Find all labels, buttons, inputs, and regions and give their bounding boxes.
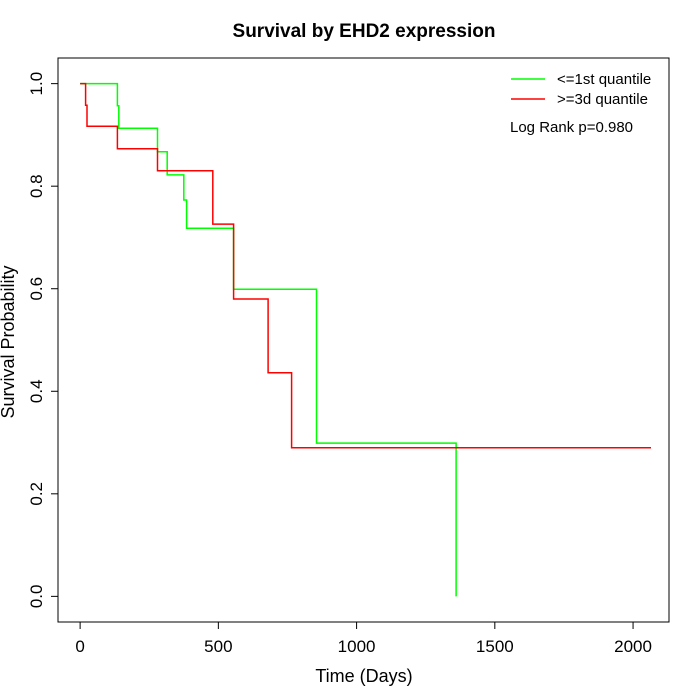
y-tick-label: 0.8 [27, 174, 46, 198]
y-tick-label: 0.0 [27, 585, 46, 609]
x-axis: 0 500 1000 1500 2000 [75, 621, 652, 656]
series-line-1 [80, 82, 457, 597]
legend: <=1st quantile >=3d quantile [511, 71, 651, 108]
legend-label: <=1st quantile [557, 71, 651, 88]
x-tick-label: 0 [75, 637, 84, 656]
y-tick-label: 0.6 [27, 277, 46, 301]
series-layer [80, 82, 651, 597]
x-axis-label: Time (Days) [315, 666, 412, 686]
x-tick-label: 500 [204, 637, 232, 656]
series-line-2 [80, 82, 651, 449]
log-rank-annotation: Log Rank p=0.980 [510, 119, 633, 136]
x-tick-label: 1000 [338, 637, 376, 656]
x-tick-label: 1500 [476, 637, 514, 656]
y-tick-label: 1.0 [27, 72, 46, 96]
y-tick-label: 0.2 [27, 482, 46, 506]
y-tick-label: 0.4 [27, 379, 46, 403]
y-axis: 0.0 0.2 0.4 0.6 0.8 1.0 [27, 72, 59, 609]
y-axis-label: Survival Probability [0, 265, 18, 418]
x-tick-label: 2000 [614, 637, 652, 656]
chart-title: Survival by EHD2 expression [233, 21, 496, 42]
legend-label: >=3d quantile [557, 91, 648, 108]
